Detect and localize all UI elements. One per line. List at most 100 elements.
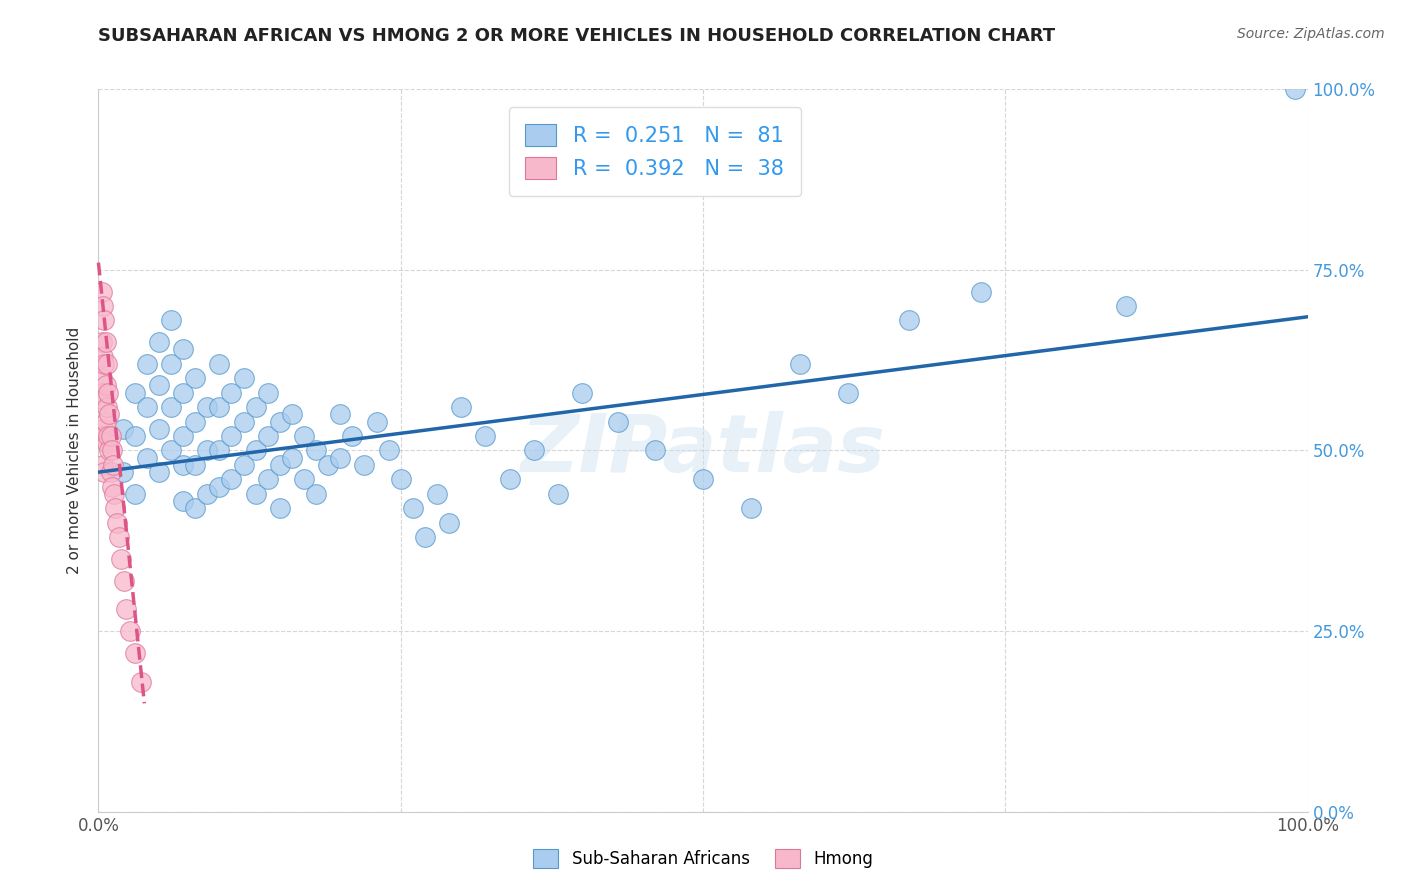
Point: [245, 487, 267, 501]
Point: [160, 357, 183, 371]
Point: [124, 487, 146, 501]
Point: [316, 458, 339, 472]
Point: [232, 458, 254, 472]
Point: [366, 415, 388, 429]
Text: Source: ZipAtlas.com: Source: ZipAtlas.com: [1237, 27, 1385, 41]
Point: [91, 299, 114, 313]
Point: [96, 400, 118, 414]
Point: [160, 443, 183, 458]
Point: [94, 415, 117, 429]
Point: [172, 494, 194, 508]
Point: [305, 443, 328, 458]
Point: [269, 501, 291, 516]
Point: [96, 436, 118, 450]
Point: [118, 624, 141, 639]
Text: ZIPatlas: ZIPatlas: [520, 411, 886, 490]
Point: [172, 385, 194, 400]
Point: [184, 501, 207, 516]
Point: [184, 415, 207, 429]
Point: [450, 400, 472, 414]
Point: [124, 429, 146, 443]
Point: [897, 313, 920, 327]
Point: [115, 602, 138, 616]
Point: [110, 551, 132, 566]
Point: [172, 458, 194, 472]
Point: [94, 334, 117, 349]
Point: [342, 429, 364, 443]
Point: [91, 334, 114, 349]
Point: [221, 472, 243, 486]
Point: [103, 487, 125, 501]
Point: [160, 400, 183, 414]
Point: [124, 646, 146, 660]
Point: [208, 357, 231, 371]
Point: [195, 400, 218, 414]
Point: [644, 443, 666, 458]
Point: [571, 385, 593, 400]
Point: [221, 429, 243, 443]
Point: [94, 378, 117, 392]
Point: [135, 357, 157, 371]
Point: [437, 516, 460, 530]
Point: [100, 465, 122, 479]
Point: [329, 450, 352, 465]
Point: [353, 458, 375, 472]
Point: [607, 415, 630, 429]
Point: [256, 385, 278, 400]
Point: [97, 385, 120, 400]
Point: [105, 516, 128, 530]
Point: [148, 465, 170, 479]
Point: [148, 334, 170, 349]
Point: [232, 415, 254, 429]
Point: [148, 422, 170, 436]
Point: [269, 458, 291, 472]
Point: [91, 422, 114, 436]
Point: [692, 472, 714, 486]
Point: [91, 285, 114, 299]
Point: [93, 357, 115, 371]
Point: [96, 357, 118, 371]
Point: [208, 480, 231, 494]
Legend: Sub-Saharan Africans, Hmong: Sub-Saharan Africans, Hmong: [527, 843, 879, 875]
Point: [160, 313, 183, 327]
Point: [129, 674, 152, 689]
Point: [329, 407, 352, 421]
Point: [93, 429, 115, 443]
Point: [98, 443, 121, 458]
Point: [148, 378, 170, 392]
Point: [135, 400, 157, 414]
Point: [100, 480, 122, 494]
Point: [269, 415, 291, 429]
Point: [172, 429, 194, 443]
Point: [292, 429, 315, 443]
Point: [547, 487, 569, 501]
Point: [426, 487, 449, 501]
Text: SUBSAHARAN AFRICAN VS HMONG 2 OR MORE VEHICLES IN HOUSEHOLD CORRELATION CHART: SUBSAHARAN AFRICAN VS HMONG 2 OR MORE VE…: [98, 27, 1056, 45]
Point: [1284, 82, 1306, 96]
Point: [91, 458, 114, 472]
Point: [389, 472, 412, 486]
Legend: R =  0.251   N =  81, R =  0.392   N =  38: R = 0.251 N = 81, R = 0.392 N = 38: [509, 107, 800, 196]
Point: [789, 357, 811, 371]
Point: [474, 429, 496, 443]
Point: [111, 422, 134, 436]
Point: [135, 450, 157, 465]
Point: [93, 313, 115, 327]
Point: [184, 458, 207, 472]
Point: [256, 429, 278, 443]
Point: [111, 465, 134, 479]
Point: [232, 371, 254, 385]
Point: [245, 400, 267, 414]
Point: [498, 472, 520, 486]
Point: [402, 501, 425, 516]
Point: [195, 443, 218, 458]
Point: [100, 443, 122, 458]
Point: [97, 429, 120, 443]
Point: [221, 385, 243, 400]
Point: [101, 458, 124, 472]
Point: [740, 501, 762, 516]
Point: [91, 385, 114, 400]
Point: [98, 407, 121, 421]
Y-axis label: 2 or more Vehicles in Household: 2 or more Vehicles in Household: [67, 326, 83, 574]
Point: [245, 443, 267, 458]
